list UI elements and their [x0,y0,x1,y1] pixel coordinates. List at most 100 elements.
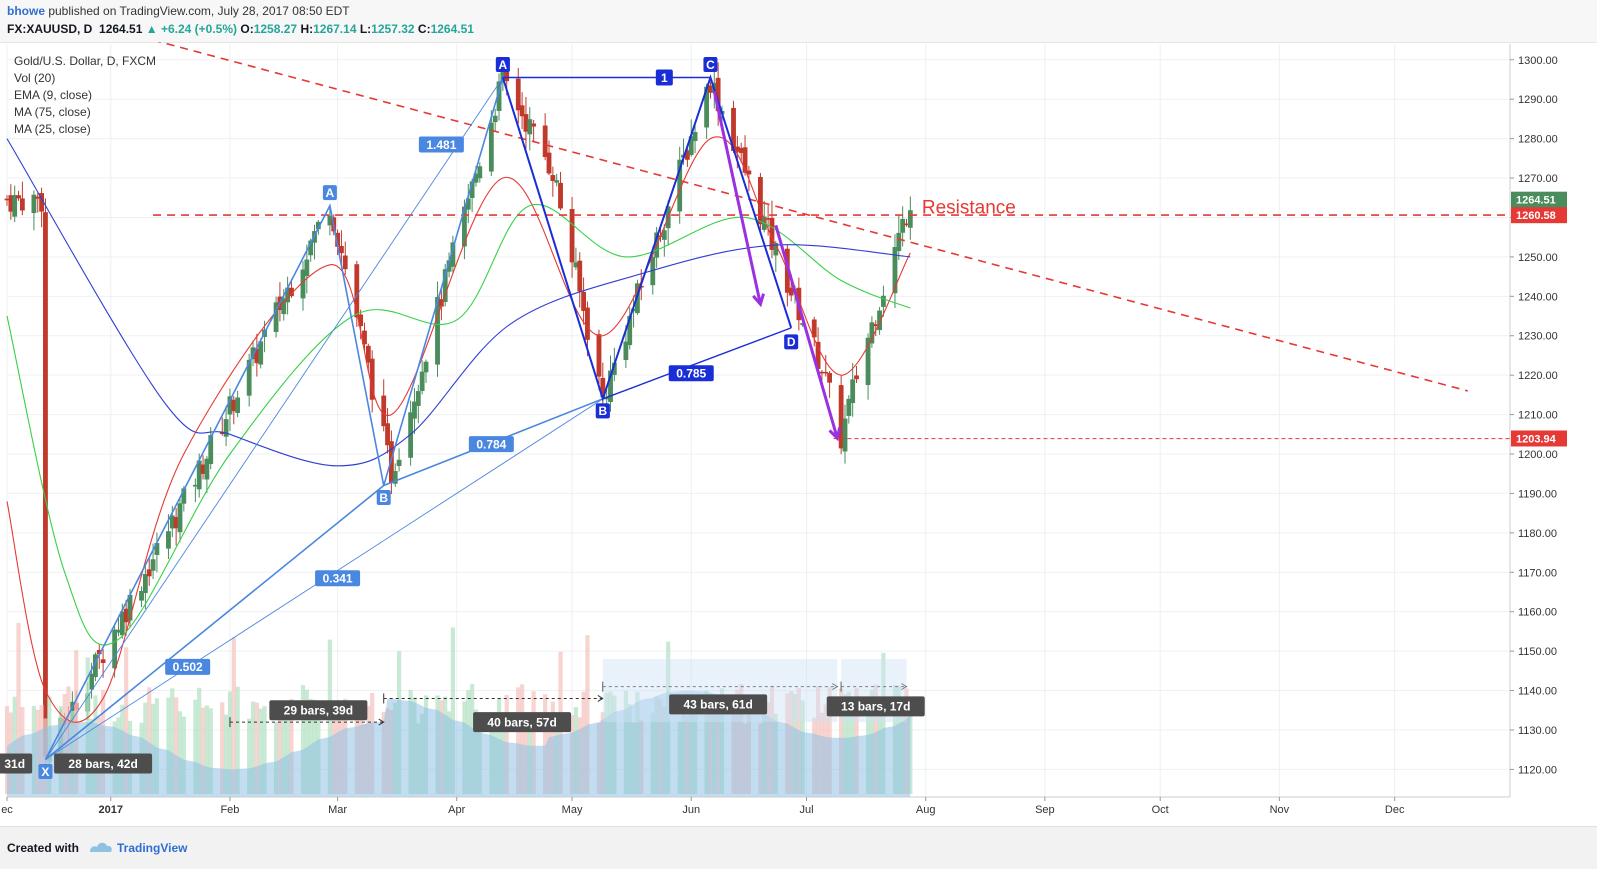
price-tick-label: 1120.00 [1518,764,1557,776]
pattern-point-label: D [784,334,799,350]
time-tick-label: May [562,804,583,816]
volume-bar [304,689,309,794]
candle-body [204,458,210,480]
candle [273,296,279,338]
legend-ma25[interactable]: MA (25, close) [14,122,91,136]
volume-bar [147,687,152,794]
quote-line: FX:XAUUSD, D 1264.51 ▲ +6.24 (+0.5%) O:1… [7,22,474,36]
measure-label: 13 bars, 17d [826,696,925,717]
candle-body [881,295,886,307]
measure-label-box [473,712,572,733]
price-tag-box [1511,207,1567,224]
candle [146,557,152,586]
candle-body [531,123,537,127]
author-link[interactable]: bhowe [7,4,45,18]
candle-body [827,373,833,383]
pattern-point-label: X [38,764,53,780]
chart-header: bhowe published on TradingView.com, July… [0,0,1597,43]
pattern-point-label-box [703,57,718,73]
candle [661,224,667,257]
candle-body [415,391,421,406]
candle-body [146,569,152,577]
ratio-label-text: 0.784 [476,437,506,451]
candle-body [419,371,425,391]
ratio-label-text: 0.785 [676,367,706,381]
candle [223,405,229,447]
time-tick-label: 2017 [99,804,123,816]
candle-body [742,147,748,173]
volume-bar [254,702,259,794]
candle [208,427,214,470]
ratio-label-box [668,365,714,382]
candle-body [554,180,560,183]
candle [139,586,144,608]
legend-ma75[interactable]: MA (75, close) [14,105,91,119]
ratio-label: 0.502 [165,658,211,675]
candle [838,375,844,455]
published-text: published on TradingView.com, July 28, 2… [45,4,350,18]
volume-bar [247,718,252,794]
candle-body [31,194,37,214]
pattern-light-diag [44,484,385,761]
candle-body [281,298,287,315]
resistance-label: Resistance [922,198,1016,219]
candle [31,190,37,231]
candle [527,107,533,151]
price-tick-label: 1180.00 [1518,528,1557,540]
tradingview-logo-icon[interactable] [88,839,114,855]
candle-body [488,122,494,172]
price-tick-label: 1220.00 [1518,370,1558,382]
volume-bar [197,687,202,794]
candle-body [854,375,859,380]
pattern-point-label-text: A [326,186,335,200]
candle [392,463,398,487]
price-tag: 1264.51 [1511,191,1567,208]
volume-bar [585,635,590,794]
candle [442,263,448,307]
legend-volume[interactable]: Vol (20) [14,71,56,85]
candle-body [811,319,817,338]
legend-ema[interactable]: EMA (9, close) [14,88,93,102]
candle-body [907,210,913,228]
measure-label-text: 31d [4,757,25,771]
candle [542,113,548,161]
price-change: ▲ +6.24 (+0.5%) [145,22,238,36]
volume-bar [531,691,536,794]
candle-body [577,260,583,292]
candle-body [362,330,367,345]
volume-bar [543,694,548,794]
last-price: 1264.51 [99,22,143,36]
ratio-label: 0.784 [468,436,514,453]
candle-body [515,78,521,111]
volume-bar [177,711,183,794]
candle [596,329,602,391]
volume-bar [224,714,229,794]
ratio-label: 1.481 [418,136,464,153]
time-tick-label: Nov [1270,804,1290,816]
close-value: 1264.51 [430,22,474,36]
candle [492,108,498,132]
candle-body [788,287,794,296]
footer-brand-link[interactable]: TradingView [117,841,188,855]
ratio-label-box [165,658,211,675]
candle-body [892,247,898,294]
pattern-point-label-box [322,185,337,201]
candle [177,498,183,543]
measure-label-box [669,694,768,715]
measure-label: 40 bars, 57d [473,712,572,733]
purple-arrow-head [828,427,842,442]
time-tick-label: Apr [448,804,465,816]
candle [577,252,583,308]
candle-body [442,269,448,302]
price-tag-text: 1203.94 [1516,433,1557,445]
candle-body [412,401,417,419]
candle [339,230,344,266]
candle-body [542,125,548,157]
candle [877,306,882,335]
ratio-label-box [655,69,673,86]
pattern-point-label-box [38,764,53,780]
candle-body [16,195,21,199]
volume-bar [289,698,294,794]
